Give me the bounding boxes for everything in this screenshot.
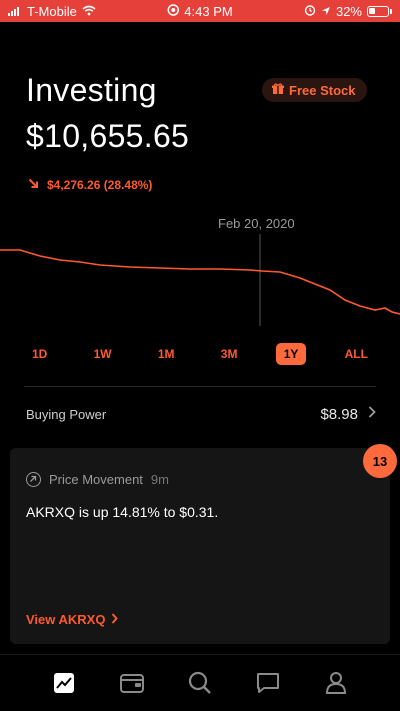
status-time: 4:43 PM bbox=[184, 3, 233, 19]
portfolio-balance: $10,655.65 bbox=[26, 118, 190, 154]
notification-header: Price Movement 9m bbox=[26, 472, 169, 487]
portfolio-line bbox=[0, 249, 400, 315]
notification-category: Price Movement bbox=[49, 472, 143, 487]
range-1w[interactable]: 1W bbox=[93, 347, 112, 361]
signal-icon bbox=[8, 4, 22, 19]
status-left: T-Mobile bbox=[8, 4, 96, 19]
view-stock-link[interactable]: View AKRXQ bbox=[26, 612, 119, 627]
wallet-icon bbox=[120, 672, 144, 699]
tab-bar bbox=[0, 660, 400, 711]
range-1y[interactable]: 1Y bbox=[275, 343, 307, 365]
location-icon bbox=[321, 4, 331, 19]
free-stock-label: Free Stock bbox=[289, 82, 356, 98]
wifi-icon bbox=[82, 4, 96, 19]
buying-power-row[interactable]: Buying Power $8.98 bbox=[26, 402, 376, 426]
tab-account[interactable] bbox=[322, 672, 350, 700]
portfolio-icon bbox=[53, 672, 75, 699]
arrow-down-right-icon bbox=[28, 178, 39, 192]
battery-percent: 32% bbox=[335, 3, 362, 19]
notification-message: AKRXQ is up 14.81% to $0.31. bbox=[26, 504, 219, 520]
portfolio-chart[interactable] bbox=[0, 234, 400, 334]
range-all[interactable]: ALL bbox=[344, 347, 368, 361]
chart-hover-date: Feb 20, 2020 bbox=[218, 216, 295, 231]
tab-messages[interactable] bbox=[254, 672, 282, 700]
portfolio-change: $4,276.26 (28.48%) bbox=[28, 178, 152, 192]
account-icon bbox=[324, 671, 348, 700]
divider bbox=[24, 386, 376, 387]
status-center: 4:43 PM bbox=[167, 3, 233, 19]
search-icon bbox=[188, 671, 212, 700]
range-1m[interactable]: 1M bbox=[157, 347, 175, 361]
buying-power-label: Buying Power bbox=[26, 406, 107, 422]
clock-icon bbox=[167, 3, 180, 19]
tab-portfolio[interactable] bbox=[50, 672, 78, 700]
chevron-right-icon bbox=[111, 612, 119, 627]
view-stock-label: View AKRXQ bbox=[26, 612, 106, 627]
buying-power-value: $8.98 bbox=[320, 405, 358, 423]
tab-search[interactable] bbox=[186, 671, 214, 700]
tab-wallet[interactable] bbox=[118, 672, 146, 700]
notification-time: 9m bbox=[150, 472, 169, 487]
range-1d[interactable]: 1D bbox=[32, 347, 48, 361]
messages-icon bbox=[256, 671, 280, 700]
time-range-selector: 1D 1W 1M 3M 1Y ALL bbox=[24, 342, 376, 366]
notification-count-badge[interactable]: 13 bbox=[363, 444, 397, 478]
battery-icon bbox=[367, 5, 389, 17]
tabbar-divider bbox=[0, 654, 400, 655]
free-stock-button[interactable]: Free Stock bbox=[262, 78, 368, 102]
chevron-right-icon bbox=[368, 405, 376, 423]
status-bar: T-Mobile 4:43 PM 32% bbox=[0, 0, 400, 22]
gift-icon bbox=[272, 82, 284, 98]
page-title: Investing bbox=[26, 72, 157, 108]
alarm-icon bbox=[304, 4, 316, 19]
notification-card[interactable]: Price Movement 9m AKRXQ is up 14.81% to … bbox=[10, 448, 390, 644]
carrier-label: T-Mobile bbox=[27, 3, 77, 19]
status-right: 32% bbox=[304, 4, 392, 19]
change-value: $4,276.26 (28.48%) bbox=[47, 178, 153, 192]
range-3m[interactable]: 3M bbox=[220, 347, 238, 361]
price-movement-icon bbox=[26, 472, 41, 487]
